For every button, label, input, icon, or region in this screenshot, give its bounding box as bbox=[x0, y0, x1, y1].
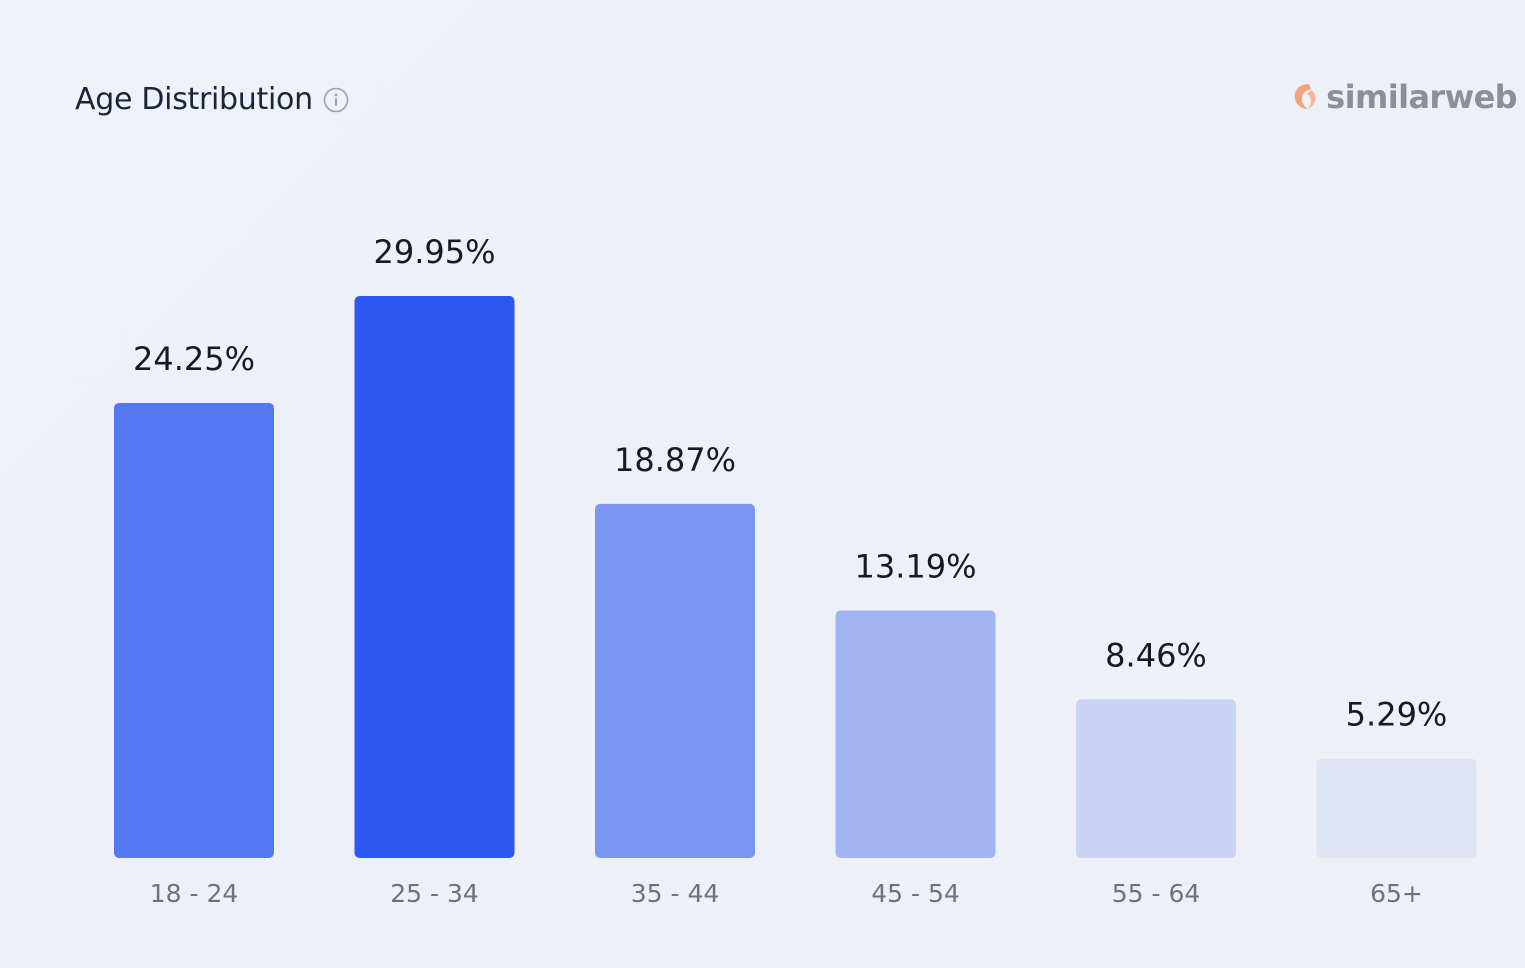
category-label: 45 - 54 bbox=[871, 879, 960, 908]
chart-title: Age Distribution bbox=[75, 82, 313, 117]
category-label: 25 - 34 bbox=[390, 879, 479, 908]
value-label: 5.29% bbox=[1346, 696, 1448, 734]
category-label: 35 - 44 bbox=[631, 879, 720, 908]
value-label: 13.19% bbox=[854, 547, 976, 585]
bar-65-plus[interactable] bbox=[1316, 758, 1477, 858]
value-label: 24.25% bbox=[133, 340, 255, 378]
chart-header: Age Distribution bbox=[75, 82, 349, 117]
info-icon[interactable] bbox=[323, 87, 349, 113]
category-label: 18 - 24 bbox=[150, 879, 239, 908]
brand-name: similarweb bbox=[1326, 78, 1517, 116]
bar-4554[interactable] bbox=[835, 610, 996, 858]
bar-1824[interactable] bbox=[114, 402, 274, 858]
value-label: 8.46% bbox=[1105, 636, 1207, 674]
brand-logo: similarweb bbox=[1290, 78, 1518, 116]
similarweb-logo-icon bbox=[1290, 81, 1320, 113]
category-label: 55 - 64 bbox=[1112, 879, 1201, 908]
bar-5564[interactable] bbox=[1076, 699, 1236, 858]
bar-2534[interactable] bbox=[354, 296, 515, 858]
value-label: 29.95% bbox=[373, 233, 495, 271]
value-label: 18.87% bbox=[614, 441, 736, 479]
category-label: 65+ bbox=[1370, 879, 1423, 908]
bar-3544[interactable] bbox=[595, 503, 755, 858]
